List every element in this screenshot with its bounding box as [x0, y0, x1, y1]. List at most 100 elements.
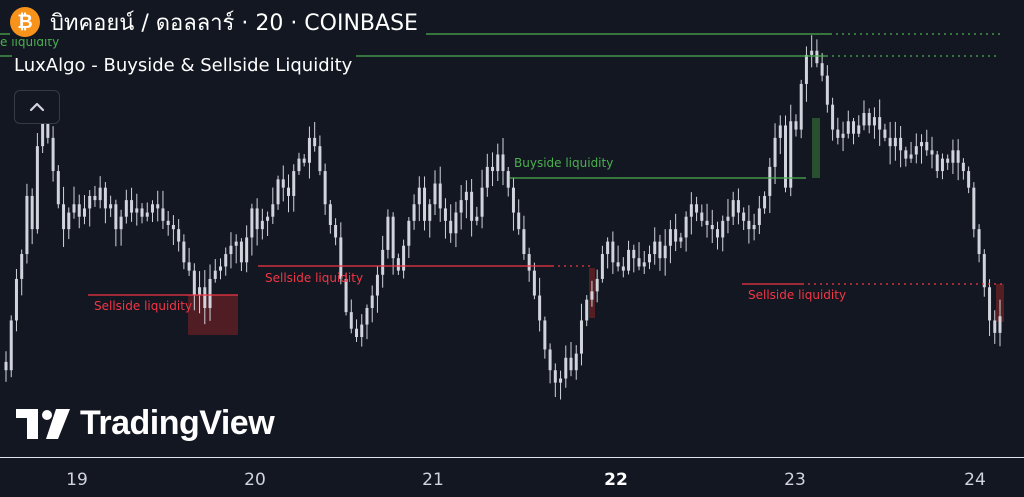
candle-body: [370, 295, 374, 308]
candle-body: [328, 204, 332, 225]
candle-body: [736, 200, 740, 213]
candle-body: [323, 171, 327, 205]
candle-body: [485, 166, 489, 188]
candle-body: [93, 195, 97, 201]
candle-body: [731, 200, 735, 217]
candle-body: [784, 125, 788, 188]
candle-body: [506, 171, 510, 188]
candle-body: [946, 158, 950, 163]
candle-body: [553, 370, 557, 383]
candle-body: [135, 208, 139, 213]
candle-body: [721, 220, 725, 238]
candle-body: [967, 171, 971, 188]
candle-body: [951, 150, 955, 163]
time-axis-tick: 24: [964, 470, 986, 490]
candle-body: [559, 378, 563, 383]
candle-body: [245, 237, 249, 263]
candle-body: [276, 179, 280, 205]
candle-body: [862, 112, 866, 126]
candle-body: [234, 241, 238, 246]
candle-body: [459, 200, 463, 213]
candle-body: [799, 83, 803, 130]
candle-body: [56, 171, 60, 205]
collapse-indicators-button[interactable]: [14, 90, 60, 124]
candle-body: [98, 187, 102, 201]
candle-body: [705, 220, 709, 225]
candle-body: [611, 241, 615, 263]
candle-body: [763, 195, 767, 209]
candle-body: [689, 204, 693, 217]
candle-body: [606, 241, 610, 255]
candle-body: [804, 54, 808, 84]
sellside-liquidity-label: Sellside liquidity: [748, 288, 846, 302]
candle-body: [548, 349, 552, 371]
candle-body: [396, 258, 400, 271]
sellside-liquidity-label: Sellside liquidity: [265, 271, 363, 285]
candle-body: [130, 200, 134, 213]
candle-body: [674, 229, 678, 242]
time-axis-tick: 19: [66, 470, 88, 490]
candle-body: [417, 187, 421, 205]
candle-body: [140, 208, 144, 217]
time-axis[interactable]: 19 20 21 22 23 24: [0, 457, 1024, 497]
candle-body: [778, 125, 782, 138]
candle-body: [334, 225, 338, 238]
candle-body: [574, 353, 578, 371]
candle-body: [496, 154, 500, 172]
candle-body: [266, 216, 270, 221]
candle-body: [878, 117, 882, 130]
candle-body: [846, 121, 850, 134]
watermark-text: TradingView: [80, 404, 275, 442]
candle-body: [177, 229, 181, 242]
candle-body: [988, 287, 992, 321]
candle-body: [82, 208, 86, 217]
candle-body: [287, 187, 291, 196]
candle-body: [925, 142, 929, 151]
candle-body: [742, 212, 746, 221]
tradingview-logo-icon: [16, 408, 70, 439]
candle-body: [72, 204, 76, 213]
candle-body: [166, 220, 170, 225]
candle-body: [161, 208, 165, 221]
candle-body: [271, 204, 275, 217]
candle-body: [841, 133, 845, 138]
candle-body: [239, 241, 243, 263]
bitcoin-icon: ₿: [10, 7, 40, 37]
candle-body: [899, 137, 903, 151]
candle-body: [998, 316, 1002, 333]
candle-body: [433, 183, 437, 205]
buyside-liquidity-label: Buyside liquidity: [514, 156, 613, 170]
candle-body: [344, 278, 348, 313]
sellside-zone: [188, 295, 238, 335]
candle-body: [647, 254, 651, 263]
candle-body: [517, 212, 521, 230]
candle-body: [789, 121, 793, 188]
candle-body: [815, 50, 819, 64]
candle-body: [103, 187, 107, 209]
candle-body: [491, 166, 495, 172]
candle-body: [150, 204, 154, 213]
candle-body: [192, 270, 196, 296]
candle-body: [428, 204, 432, 221]
candle-body: [203, 287, 207, 308]
candle-body: [935, 154, 939, 172]
candle-body: [213, 270, 217, 279]
candle-body: [307, 137, 311, 163]
symbol-title[interactable]: บิทคอยน์ / ดอลลาร์ · 20 · COINBASE: [50, 10, 418, 36]
candle-body: [773, 137, 777, 167]
candle-body: [569, 357, 573, 371]
candle-body: [339, 237, 343, 279]
candle-body: [893, 137, 897, 147]
candle-body: [668, 229, 672, 246]
indicator-title[interactable]: LuxAlgo - Buyside & Sellside Liquidity: [12, 55, 357, 76]
candle-body: [700, 212, 704, 221]
candle-body: [715, 229, 719, 238]
candle-body: [198, 287, 202, 296]
candle-body: [794, 121, 798, 130]
candle-body: [710, 225, 714, 230]
candle-body: [375, 274, 379, 296]
candle-body: [480, 187, 484, 217]
candle-body: [381, 249, 385, 275]
candle-body: [590, 291, 594, 300]
